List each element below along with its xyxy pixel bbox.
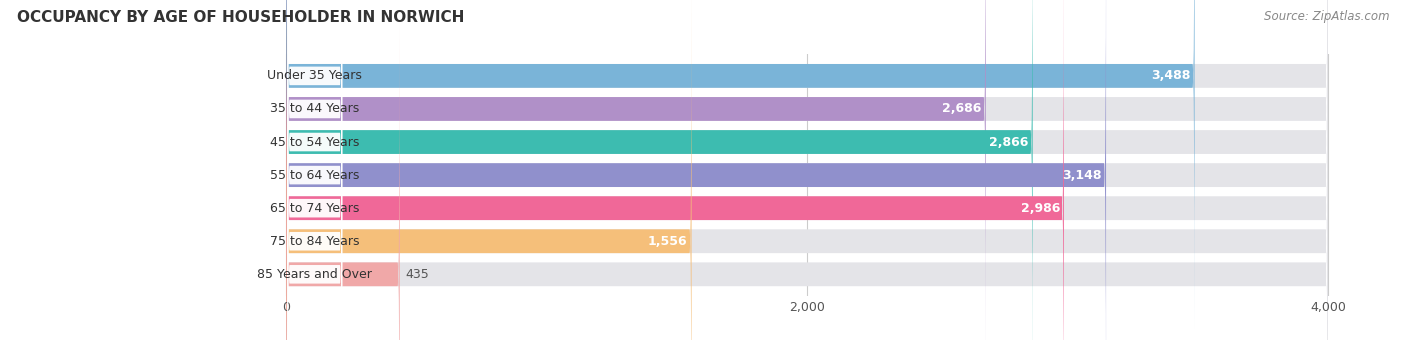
Text: 3,148: 3,148: [1063, 169, 1102, 182]
Text: Under 35 Years: Under 35 Years: [267, 69, 363, 82]
FancyBboxPatch shape: [287, 0, 342, 340]
FancyBboxPatch shape: [287, 0, 342, 331]
Text: 2,986: 2,986: [1021, 202, 1060, 215]
FancyBboxPatch shape: [287, 0, 342, 340]
Text: 2,686: 2,686: [942, 102, 981, 116]
Text: 3,488: 3,488: [1152, 69, 1191, 82]
Text: Source: ZipAtlas.com: Source: ZipAtlas.com: [1264, 10, 1389, 23]
Text: 75 to 84 Years: 75 to 84 Years: [270, 235, 360, 248]
Text: 65 to 74 Years: 65 to 74 Years: [270, 202, 360, 215]
FancyBboxPatch shape: [287, 0, 1327, 340]
Text: 35 to 44 Years: 35 to 44 Years: [270, 102, 360, 116]
FancyBboxPatch shape: [287, 0, 1327, 340]
FancyBboxPatch shape: [287, 19, 342, 340]
FancyBboxPatch shape: [287, 0, 342, 340]
FancyBboxPatch shape: [287, 0, 1064, 340]
FancyBboxPatch shape: [287, 0, 692, 340]
FancyBboxPatch shape: [287, 0, 342, 340]
Text: 45 to 54 Years: 45 to 54 Years: [270, 136, 360, 149]
Text: OCCUPANCY BY AGE OF HOUSEHOLDER IN NORWICH: OCCUPANCY BY AGE OF HOUSEHOLDER IN NORWI…: [17, 10, 464, 25]
FancyBboxPatch shape: [287, 0, 1327, 340]
FancyBboxPatch shape: [287, 22, 399, 340]
Text: 85 Years and Over: 85 Years and Over: [257, 268, 373, 281]
Text: 2,866: 2,866: [990, 136, 1029, 149]
Text: 435: 435: [405, 268, 429, 281]
FancyBboxPatch shape: [287, 0, 1195, 328]
FancyBboxPatch shape: [287, 0, 1327, 340]
Text: 55 to 64 Years: 55 to 64 Years: [270, 169, 360, 182]
FancyBboxPatch shape: [287, 0, 342, 340]
FancyBboxPatch shape: [287, 0, 1327, 340]
FancyBboxPatch shape: [287, 0, 1107, 340]
FancyBboxPatch shape: [287, 0, 1327, 328]
FancyBboxPatch shape: [287, 22, 1327, 340]
FancyBboxPatch shape: [287, 0, 986, 340]
Text: 1,556: 1,556: [648, 235, 688, 248]
FancyBboxPatch shape: [287, 0, 1032, 340]
